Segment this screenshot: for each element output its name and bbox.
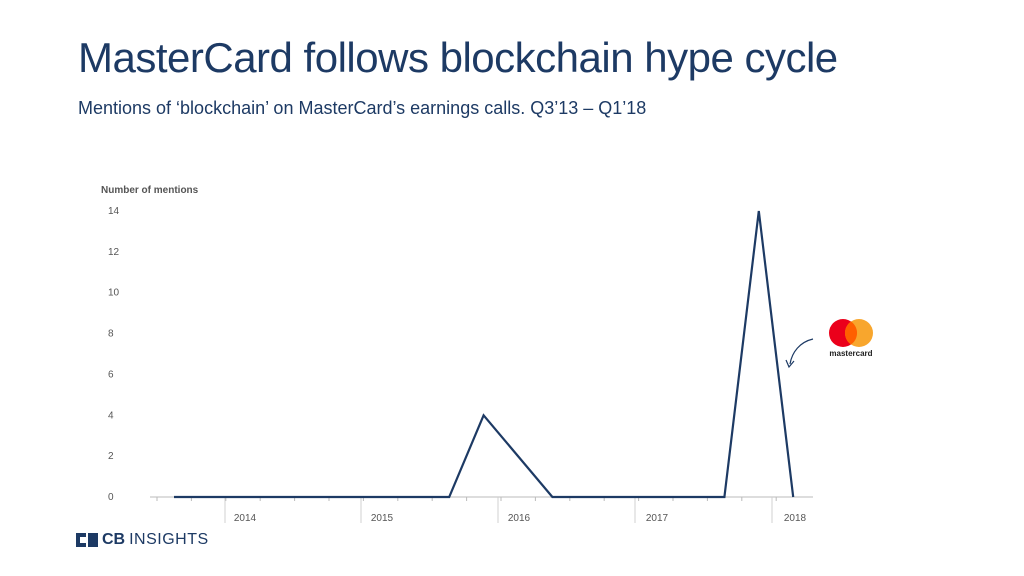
x-tick-label: 2017	[646, 513, 669, 524]
brand-bold: CB	[102, 531, 126, 548]
mastercard-logo-text: mastercard	[829, 349, 873, 358]
y-tick-label: 8	[108, 329, 114, 340]
annotation-arrowhead	[785, 359, 795, 369]
y-tick-label: 0	[108, 492, 114, 503]
x-tick-label: 2016	[508, 513, 531, 524]
brand-thin: INSIGHTS	[129, 531, 209, 548]
y-tick-label: 14	[108, 206, 120, 217]
chart-subtitle: Mentions of ‘blockchain’ on MasterCard’s…	[78, 98, 647, 118]
x-tick-label: 2015	[371, 513, 394, 524]
y-tick-label: 6	[108, 369, 114, 380]
y-tick-labels: 0 2 4 6 8 10 12 14	[108, 206, 120, 503]
series-group	[173, 210, 795, 499]
y-tick-label: 2	[108, 451, 114, 462]
x-tick-label: 2014	[234, 513, 257, 524]
mastercard-logo-icon	[829, 319, 873, 347]
cb-insights-logo: CB INSIGHTS	[76, 531, 209, 549]
x-tick-label: 2018	[784, 513, 807, 524]
cb-insights-icon	[76, 533, 98, 547]
chart-title: MasterCard follows blockchain hype cycle	[78, 34, 838, 81]
y-tick-label: 10	[108, 288, 120, 299]
annotation-arrow	[789, 338, 814, 365]
y-axis-label: Number of mentions	[101, 185, 199, 196]
y-tick-label: 12	[108, 247, 120, 258]
series-line	[174, 210, 795, 499]
y-tick-label: 4	[108, 410, 114, 421]
x-tick-labels: 2014 2015 2016 2017 2018	[234, 513, 807, 524]
